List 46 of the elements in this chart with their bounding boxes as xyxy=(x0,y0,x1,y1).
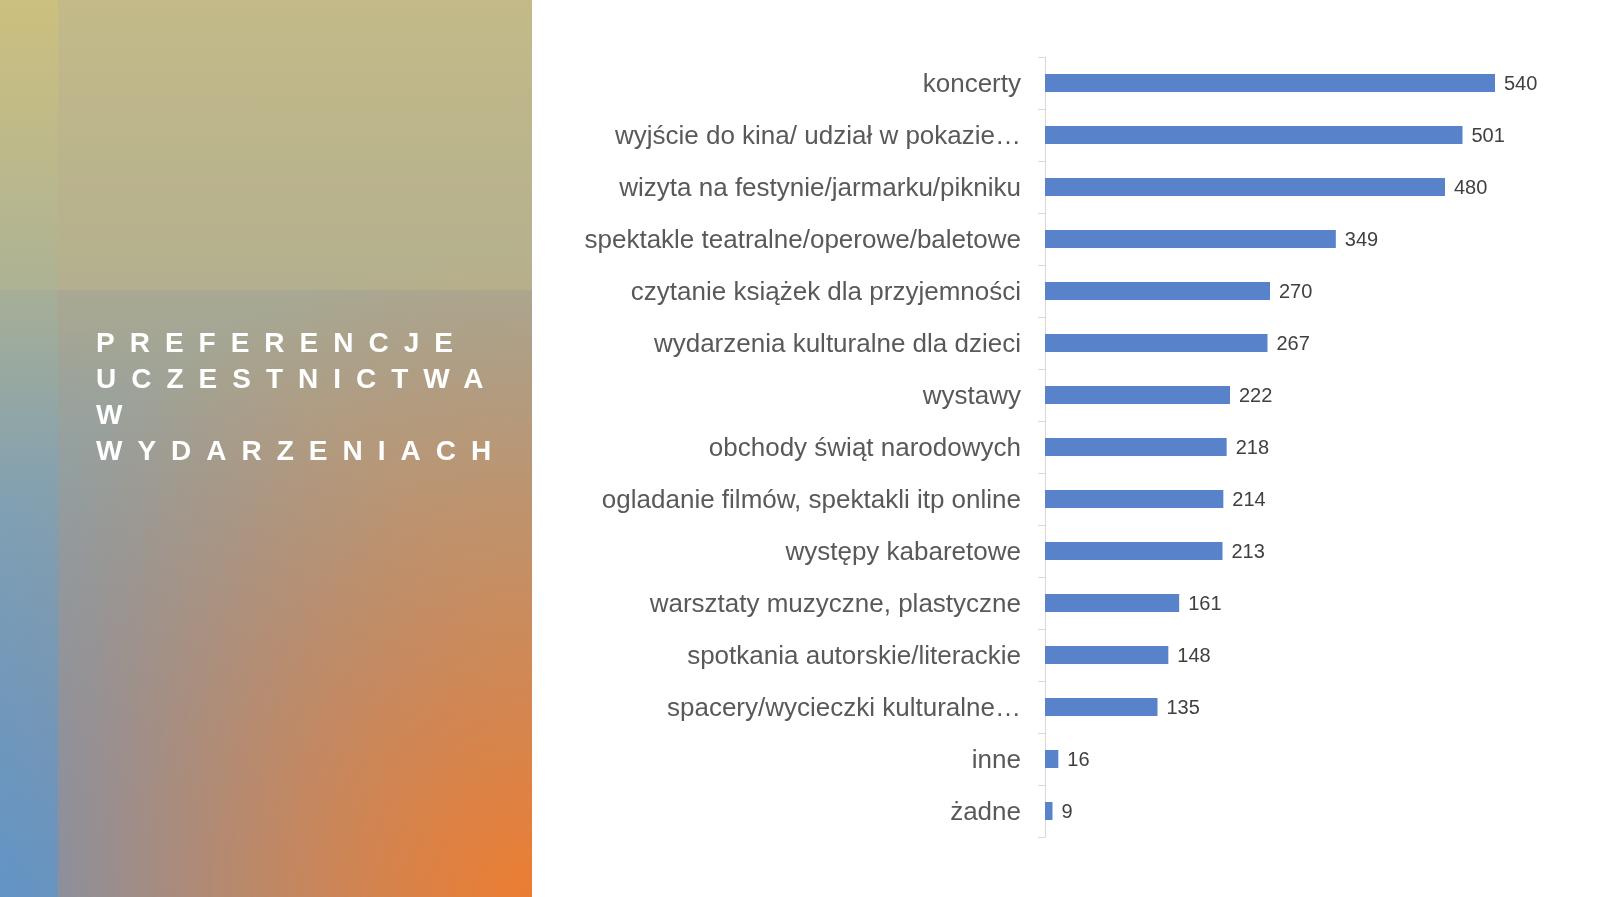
y-tick-label: inne xyxy=(971,744,1021,774)
bar xyxy=(1045,646,1169,664)
bar xyxy=(1045,126,1463,144)
y-tick-label: czytanie książek dla przyjemności xyxy=(630,276,1021,306)
y-tick-label: żadne xyxy=(950,796,1021,826)
y-tick-label: występy kabaretowe xyxy=(784,536,1021,566)
bar xyxy=(1045,334,1268,352)
bar xyxy=(1045,386,1230,404)
y-tick-label: obchody świąt narodowych xyxy=(708,432,1021,462)
bar xyxy=(1045,230,1336,248)
data-label: 349 xyxy=(1344,228,1379,250)
y-tick-label: koncerty xyxy=(922,68,1021,98)
data-label: 218 xyxy=(1235,436,1270,458)
bar xyxy=(1045,74,1495,92)
data-label: 501 xyxy=(1471,124,1505,146)
y-tick-label: wyjście do kina/ udział w pokazie… xyxy=(613,120,1021,150)
y-tick-label: spektakle teatralne/operowe/baletowe xyxy=(584,224,1021,254)
bar xyxy=(1045,698,1158,716)
data-label: 148 xyxy=(1177,644,1211,666)
bar xyxy=(1045,594,1180,612)
y-tick-label: wydarzenia kulturalne dla dzieci xyxy=(652,328,1021,358)
y-tick-label: ogladanie filmów, spektakli itp online xyxy=(601,484,1021,514)
bar xyxy=(1045,178,1445,196)
data-label: 267 xyxy=(1276,332,1310,354)
data-label: 213 xyxy=(1231,540,1265,562)
bar xyxy=(1045,438,1227,456)
bar xyxy=(1045,750,1059,768)
bar xyxy=(1045,282,1270,300)
y-tick-label: wystawy xyxy=(921,380,1021,410)
text: PREFERENCJE UCZESTNICTWA W WYDARZENIACH xyxy=(96,326,508,468)
data-label: 222 xyxy=(1239,384,1273,406)
y-tick-label: spacery/wycieczki kulturalne… xyxy=(666,692,1021,722)
data-label: 480 xyxy=(1454,176,1488,198)
data-label: 16 xyxy=(1067,748,1090,770)
data-label: 9 xyxy=(1061,800,1073,822)
bar xyxy=(1045,490,1224,508)
y-tick-label: wizyta na festynie/jarmarku/pikniku xyxy=(618,172,1021,202)
data-label: 270 xyxy=(1279,280,1313,302)
data-label: 161 xyxy=(1188,592,1222,614)
y-tick-label: spotkania autorskie/literackie xyxy=(687,640,1021,670)
data-label: 135 xyxy=(1166,696,1200,718)
y-tick-label: warsztaty muzyczne, plastyczne xyxy=(648,588,1021,618)
data-label: 214 xyxy=(1232,488,1266,510)
data-label: 540 xyxy=(1504,72,1538,94)
bar xyxy=(1045,542,1223,560)
bar xyxy=(1045,802,1053,820)
